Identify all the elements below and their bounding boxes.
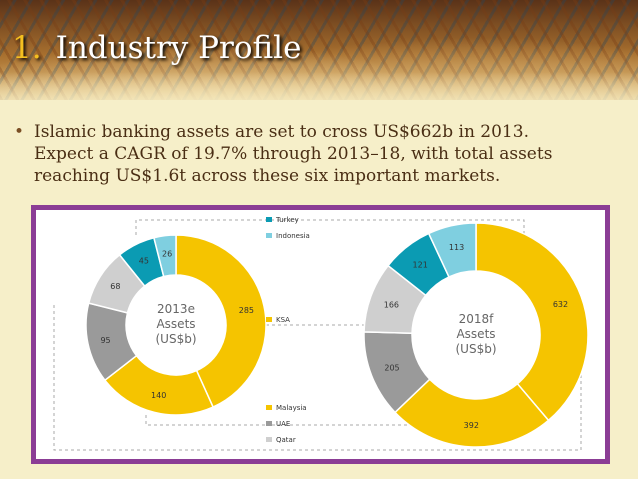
legend-swatch-uae [266,421,272,426]
value-label-2013e-turkey: 45 [139,257,149,266]
legend-label-ksa: KSA [276,316,290,324]
donut-hole [413,272,539,398]
slice-2018f-indonesia [427,222,477,278]
bullet-text-2: Expect a CAGR of 19.7% through 2013–18, … [34,144,553,164]
value-label-2013e-malaysia: 140 [151,391,166,400]
value-label-2013e-qatar: 68 [110,282,120,291]
leader-line-malaysia [145,415,266,426]
title-number: 1. [12,30,42,66]
bullet-block: • Islamic banking assets are set to cros… [14,121,634,187]
leader-line-top [135,219,525,245]
value-label-2013e-ksa: 285 [239,306,254,315]
legend-swatch-qatar [266,437,272,442]
center-label-line-2: Assets [456,327,495,341]
donut-charts: 285140956845262013eAssets(US$b)632392205… [53,216,589,451]
slide-title: 1. Industry Profile [12,30,301,66]
center-label-line-2: Assets [156,317,195,331]
slice-2018f-malaysia [393,378,550,448]
title-text: Industry Profile [55,30,302,66]
bullet-text-1: Islamic banking assets are set to cross … [34,122,529,142]
bullet-line-1: • Islamic banking assets are set to cros… [14,121,634,143]
value-label-2018f-qatar: 166 [384,300,399,309]
center-label-line-3: (US$b) [455,342,496,356]
bullet-text-3: reaching US$1.6t across these six import… [34,166,501,186]
value-label-2018f-uae: 205 [384,363,399,372]
center-label-line-1: 2013e [157,302,195,316]
bullet-dot: • [14,122,25,142]
legend-label-qatar: Qatar [276,436,296,444]
bullet-line-2: Expect a CAGR of 19.7% through 2013–18, … [14,143,634,165]
value-label-2018f-malaysia: 392 [464,421,479,430]
value-label-2013e-uae: 95 [100,336,110,345]
value-label-2018f-turkey: 121 [413,260,428,269]
legend-swatch-turkey [266,217,272,222]
slice-2013e-indonesia [153,234,177,278]
legend-label-uae: UAE [276,420,290,428]
legend-label-malaysia: Malaysia [276,404,307,412]
banner-fade [0,72,638,112]
legend-swatch-indonesia [266,233,272,238]
slice-2018f-ksa [475,222,589,422]
legend-label-indonesia: Indonesia [276,232,310,240]
center-label-line-1: 2018f [459,312,495,326]
donut-hole [127,276,225,374]
slice-2013e-ksa [175,234,267,409]
legend-label-turkey: Turkey [275,216,299,224]
center-label-line-3: (US$b) [155,332,196,346]
bullet-line-3: reaching US$1.6t across these six import… [14,165,634,187]
leader-line-bottom [53,305,582,451]
value-label-2018f-indonesia: 113 [449,243,464,252]
legend-swatch-ksa [266,317,272,322]
chart-frame: 285 140 95 68 45 26 2013e Assets (US$b) 632 392 205… [31,205,610,464]
value-label-2013e-indonesia: 26 [162,250,172,259]
value-label-2018f-ksa: 632 [553,300,568,309]
legend-swatch-malaysia [266,405,272,410]
